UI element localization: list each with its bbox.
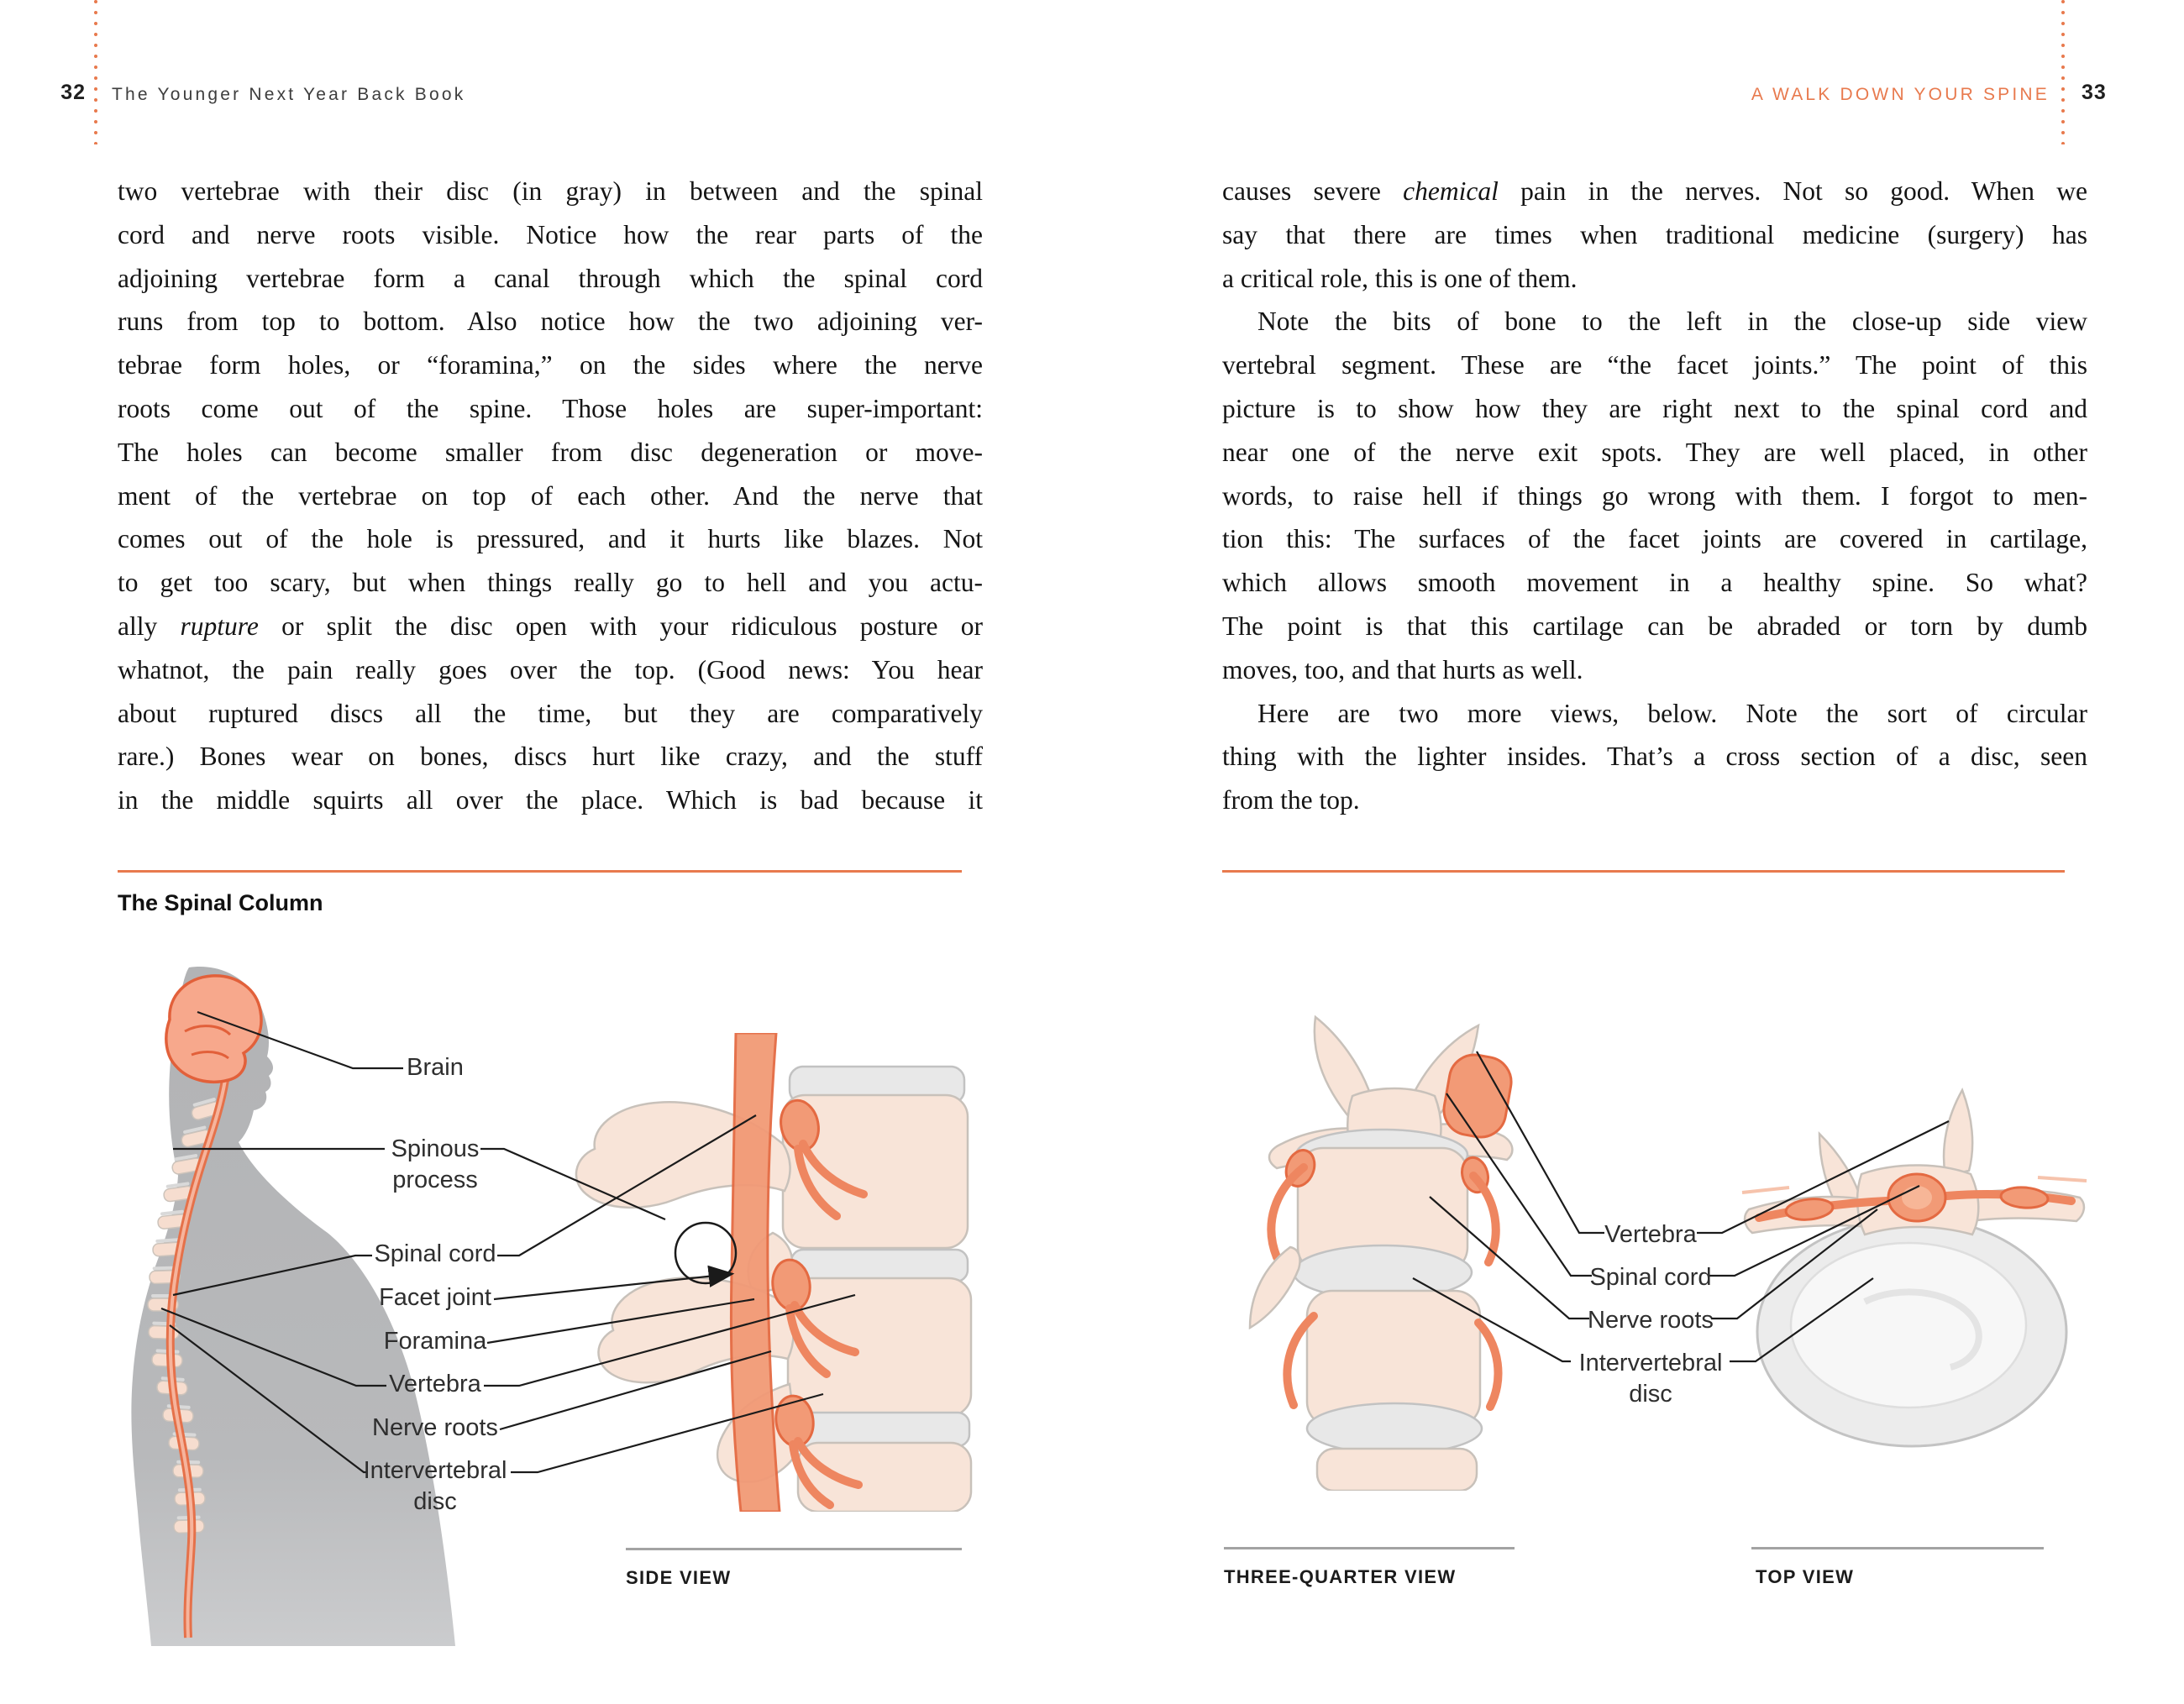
label-intervertebral-disc: Intervertebral disc xyxy=(1578,1350,1723,1408)
label-facet-joint: Facet joint xyxy=(379,1284,491,1311)
body-text-line: moves, too, and that hurts as well. xyxy=(1222,654,1583,684)
body-text-line: comes out of the hole is pressured, and … xyxy=(118,524,983,554)
spinal-cord-highlight xyxy=(168,1079,227,1638)
dotted-rule-right xyxy=(2061,0,2065,144)
body-text-line: roots come out of the spine. Those holes… xyxy=(118,393,983,423)
highlighted-vertebra-cord xyxy=(1442,1053,1513,1139)
running-title-right: A WALK DOWN YOUR SPINE xyxy=(1751,85,2050,104)
body-text-line: Here are two more views, below. Note the… xyxy=(1257,698,2087,728)
body-text-line: ment of the vertebrae on top of each oth… xyxy=(118,480,983,511)
label-spinal-cord: Spinal cord xyxy=(1589,1264,1712,1291)
figure-title: The Spinal Column xyxy=(118,890,323,915)
body-text-line: to get too scary, but when things really… xyxy=(118,568,983,598)
caption-three-quarter-view: THREE-QUARTER VIEW xyxy=(1224,1566,1457,1587)
leader-lines-left-figure xyxy=(160,1010,856,1474)
page-number-left: 32 xyxy=(60,81,86,104)
label-spinous-process: Spinous process xyxy=(391,1135,480,1193)
body-text-line: vertebral segment. These are “the facet … xyxy=(1222,350,2087,380)
vertebra-views-figure: Vertebra Spinal cord Nerve roots Interve… xyxy=(1210,932,2100,1671)
body-text-line: tion this: The surfaces of the facet joi… xyxy=(1222,524,2087,554)
body-text-line: picture is to show how they are right ne… xyxy=(1222,393,2087,423)
body-text-line: from the top. xyxy=(1222,785,1360,815)
top-view-illustration xyxy=(1741,1088,2087,1448)
dotted-rule-left xyxy=(94,0,97,144)
label-nerve-roots: Nerve roots xyxy=(372,1414,498,1441)
body-text-line: whatnot, the pain really goes over the t… xyxy=(118,654,983,684)
body-text-line: The holes can become smaller from disc d… xyxy=(118,437,983,467)
body-text-line: thing with the lighter insides. That’s a… xyxy=(1222,742,2087,772)
body-text-line: ally rupture or split the disc open with… xyxy=(118,611,983,641)
label-intervertebral-disc: Intervertebral disc xyxy=(363,1457,507,1515)
body-text-line: a critical role, this is one of them. xyxy=(1222,263,1578,293)
label-spinal-cord: Spinal cord xyxy=(374,1240,496,1267)
label-vertebra: Vertebra xyxy=(1604,1221,1697,1248)
disc-inner xyxy=(1789,1241,2028,1409)
label-brain: Brain xyxy=(407,1054,464,1081)
leader-lines-right-figure xyxy=(1412,1051,1950,1363)
brain-fold xyxy=(191,1051,229,1060)
facet-joint-circle xyxy=(674,1221,738,1285)
body-text-line: Note the bits of bone to the left in the… xyxy=(1257,307,2087,337)
body-text-line: about ruptured discs all the time, but t… xyxy=(118,698,983,728)
body-text-line: two vertebrae with their disc (in gray) … xyxy=(118,176,983,206)
left-page-text-column: two vertebrae with their disc (in gray) … xyxy=(118,170,983,822)
caption-side-view: SIDE VIEW xyxy=(626,1567,732,1588)
body-text-line: runs from top to bottom. Also notice how… xyxy=(118,307,983,337)
body-text-line: causes severe chemical pain in the nerve… xyxy=(1222,176,2087,206)
side-view-illustration xyxy=(575,1033,973,1512)
page-number-right: 33 xyxy=(2082,81,2107,104)
label-nerve-roots: Nerve roots xyxy=(1588,1307,1714,1334)
body-text-line: cord and nerve roots visible. Notice how… xyxy=(118,219,983,249)
body-text-line: rare.) Bones wear on bones, discs hurt l… xyxy=(118,742,983,772)
body-text-line: say that there are times when traditiona… xyxy=(1222,219,2087,249)
figure-rule-right xyxy=(1222,870,2065,873)
body-text-line: tebrae form holes, or “foramina,” on the… xyxy=(118,350,983,380)
caption-rule-side-view xyxy=(626,1548,962,1550)
body-text-line: adjoining vertebrae form a canal through… xyxy=(118,263,983,293)
caption-top-view: TOP VIEW xyxy=(1756,1566,1855,1587)
body-silhouette-illustration xyxy=(131,967,455,1646)
body-text-line: near one of the nerve exit spots. They a… xyxy=(1222,437,2087,467)
label-foramina: Foramina xyxy=(383,1328,487,1355)
body-text-line: in the middle squirts all over the place… xyxy=(118,785,983,815)
body-text-line: which allows smooth movement in a health… xyxy=(1222,568,2087,598)
caption-rule-top-view xyxy=(1751,1547,2044,1549)
body-text-line: words, to raise hell if things go wrong … xyxy=(1222,480,2087,511)
label-vertebra: Vertebra xyxy=(389,1371,481,1397)
body-text-line: The point is that this cartilage can be … xyxy=(1222,611,2087,641)
running-title-left: The Younger Next Year Back Book xyxy=(112,85,466,104)
brain-shape xyxy=(165,974,263,1083)
right-page-text-column: causes severe chemical pain in the nerve… xyxy=(1222,170,2087,822)
spinal-cord-band xyxy=(729,1033,781,1512)
figure-rule-left xyxy=(118,870,962,873)
spinal-column-figure: Brain Spinous process Spinal cord Facet … xyxy=(118,932,983,1671)
brain-fold xyxy=(184,1025,232,1036)
caption-rule-three-quarter xyxy=(1224,1547,1515,1549)
